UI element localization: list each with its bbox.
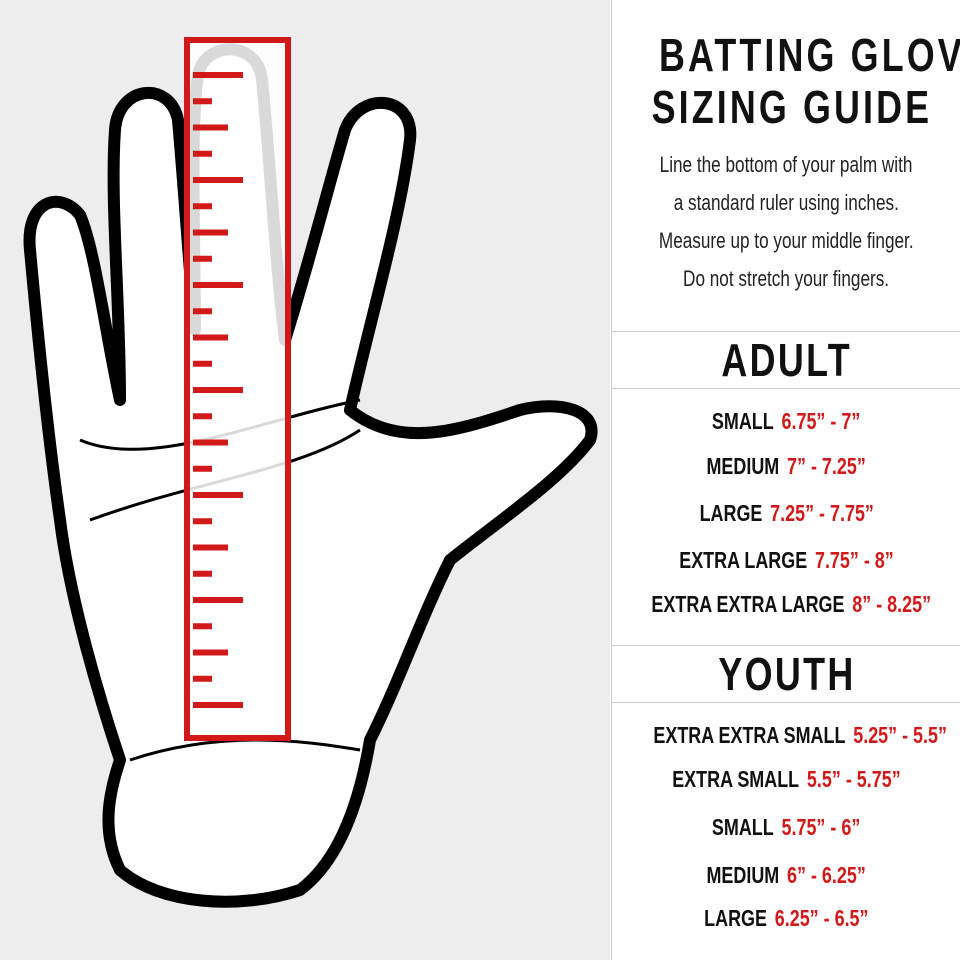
size-label: EXTRA EXTRA SMALL: [653, 722, 846, 748]
sizing-guide-panel: BATTING GLOVE SIZING GUIDE Line the bott…: [611, 0, 960, 960]
youth-size-row: LARGE 6.25” - 6.5”: [612, 905, 960, 932]
adult-size-row: EXTRA EXTRA LARGE 8” - 8.25”: [612, 591, 960, 618]
divider: [612, 388, 960, 389]
size-label: MEDIUM: [706, 453, 780, 479]
size-label: MEDIUM: [706, 862, 780, 888]
title-line-1: BATTING GLOVE: [658, 29, 960, 81]
size-label: LARGE: [704, 905, 768, 931]
size-range: 5.5” - 5.75”: [806, 766, 901, 792]
youth-size-row: MEDIUM 6” - 6.25”: [612, 862, 960, 889]
title-line-2: SIZING GUIDE: [651, 81, 933, 133]
size-range: 7” - 7.25”: [787, 453, 867, 479]
size-range: 6.75” - 7”: [781, 408, 861, 434]
size-range: 5.25” - 5.5”: [853, 722, 947, 748]
adult-size-row: EXTRA LARGE 7.75” - 8”: [612, 547, 960, 574]
hand-with-ruler-illustration: [23, 37, 598, 908]
youth-size-row: SMALL 5.75” - 6”: [612, 814, 960, 841]
adult-heading: ADULT: [721, 334, 852, 386]
size-range: 6.25” - 6.5”: [774, 905, 869, 931]
adult-size-row: LARGE 7.25” - 7.75”: [612, 500, 960, 527]
ruler-ticks: [193, 72, 243, 708]
instructions: Line the bottom of your palm with a stan…: [659, 152, 914, 291]
size-label: LARGE: [699, 500, 763, 526]
youth-heading: YOUTH: [717, 648, 856, 700]
size-range: 7.25” - 7.75”: [769, 500, 874, 526]
hand-icon: [23, 43, 598, 908]
hand-illustration-panel: [0, 0, 610, 960]
size-label: EXTRA EXTRA LARGE: [651, 591, 845, 617]
size-range: 8” - 8.25”: [852, 591, 932, 617]
divider: [612, 645, 960, 646]
adult-size-row: SMALL 6.75” - 7”: [612, 408, 960, 435]
size-range: 5.75” - 6”: [781, 814, 861, 840]
size-label: SMALL: [712, 408, 775, 434]
adult-size-row: MEDIUM 7” - 7.25”: [612, 453, 960, 480]
size-label: EXTRA LARGE: [679, 547, 808, 573]
youth-size-row: EXTRA SMALL 5.5” - 5.75”: [612, 766, 960, 793]
divider: [612, 331, 960, 332]
youth-size-row: EXTRA EXTRA SMALL 5.25” - 5.5”: [612, 722, 960, 749]
size-range: 6” - 6.25”: [787, 862, 867, 888]
size-label: SMALL: [712, 814, 775, 840]
size-label: EXTRA SMALL: [672, 766, 800, 792]
size-range: 7.75” - 8”: [814, 547, 894, 573]
divider: [612, 702, 960, 703]
